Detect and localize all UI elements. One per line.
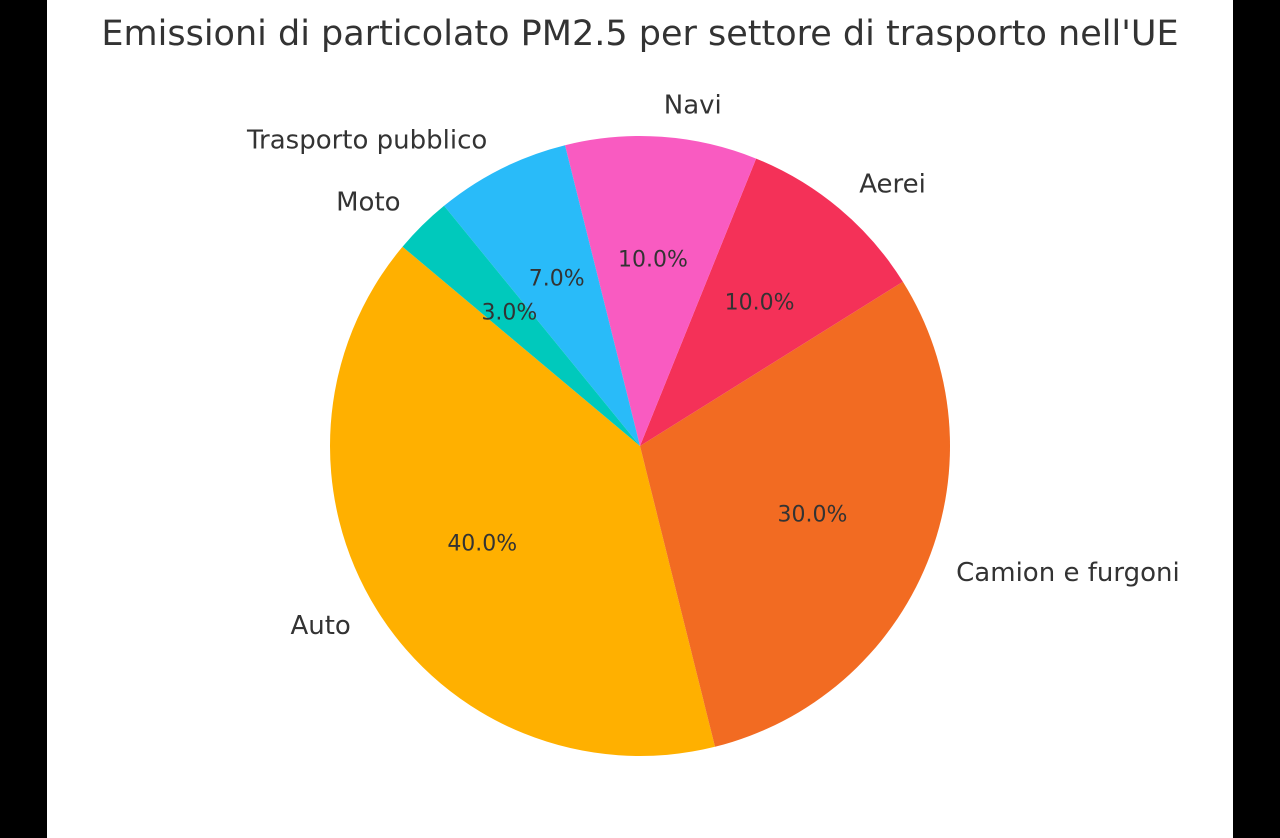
pie-labels: Auto 40.0% Camion e furgoni 30.0% Aerei 10.0%… bbox=[246, 90, 1180, 641]
pie-slices bbox=[329, 136, 951, 757]
chart-title: Emissioni di particolato PM2.5 per setto… bbox=[101, 14, 1178, 54]
slice-label-aerei: Aerei bbox=[859, 169, 926, 199]
chart-canvas: Emissioni di particolato PM2.5 per setto… bbox=[47, 0, 1233, 838]
pie-slice-camion-e-furgoni bbox=[640, 281, 951, 747]
slice-value-camion-e-furgoni: 30.0% bbox=[778, 503, 848, 528]
slice-value-trasporto-pubblico: 7.0% bbox=[529, 267, 585, 292]
pie-slice-auto bbox=[329, 246, 715, 757]
pie-slice-aerei bbox=[640, 158, 903, 446]
slice-value-aerei: 10.0% bbox=[725, 291, 795, 316]
pie-slice-navi bbox=[565, 136, 757, 446]
pie-slice-moto bbox=[402, 205, 640, 446]
slice-value-moto: 3.0% bbox=[481, 301, 537, 326]
slice-label-auto: Auto bbox=[290, 611, 350, 641]
slice-label-camion-e-furgoni: Camion e furgoni bbox=[956, 558, 1180, 588]
slice-label-trasporto-pubblico: Trasporto pubblico bbox=[246, 126, 487, 156]
slice-value-auto: 40.0% bbox=[447, 532, 517, 557]
slice-label-moto: Moto bbox=[336, 188, 400, 218]
pie-chart: Emissioni di particolato PM2.5 per setto… bbox=[101, 14, 1180, 757]
slice-label-navi: Navi bbox=[664, 90, 722, 120]
slice-value-navi: 10.0% bbox=[618, 247, 688, 272]
pie-slice-trasporto-pubblico bbox=[444, 145, 640, 447]
